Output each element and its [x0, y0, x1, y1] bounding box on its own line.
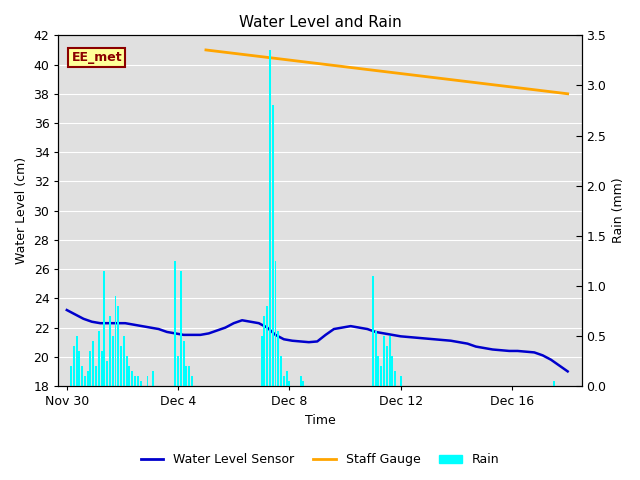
Bar [392, 356, 394, 386]
Legend: Water Level Sensor, Staff Gauge, Rain: Water Level Sensor, Staff Gauge, Rain [136, 448, 504, 471]
Bar [275, 261, 276, 386]
Bar [84, 376, 86, 386]
Bar [73, 346, 75, 386]
Bar [123, 336, 125, 386]
Bar [95, 366, 97, 386]
Bar [106, 361, 108, 386]
Bar [269, 50, 271, 386]
Bar [152, 371, 154, 386]
Bar [147, 376, 148, 386]
Bar [109, 316, 111, 386]
Bar [378, 356, 380, 386]
Bar [117, 306, 119, 386]
Bar [285, 371, 287, 386]
Bar [302, 381, 304, 386]
Bar [264, 316, 266, 386]
Bar [386, 346, 388, 386]
Bar [280, 356, 282, 386]
Bar [374, 331, 377, 386]
Bar [400, 376, 402, 386]
Bar [283, 376, 285, 386]
Bar [372, 276, 374, 386]
Bar [78, 351, 80, 386]
Bar [100, 351, 102, 386]
Text: EE_met: EE_met [72, 51, 122, 64]
Bar [115, 296, 116, 386]
Bar [553, 381, 555, 386]
Y-axis label: Rain (mm): Rain (mm) [612, 178, 625, 243]
Bar [76, 336, 77, 386]
Bar [104, 271, 106, 386]
Bar [188, 366, 190, 386]
Bar [383, 336, 385, 386]
Bar [174, 261, 176, 386]
Bar [92, 341, 94, 386]
Title: Water Level and Rain: Water Level and Rain [239, 15, 401, 30]
Bar [177, 356, 179, 386]
Bar [81, 366, 83, 386]
Bar [266, 306, 268, 386]
Bar [131, 371, 133, 386]
Bar [125, 356, 127, 386]
Bar [300, 376, 301, 386]
Bar [388, 336, 390, 386]
Bar [86, 371, 89, 386]
Bar [70, 366, 72, 386]
Bar [260, 336, 262, 386]
Bar [120, 346, 122, 386]
Bar [191, 376, 193, 386]
Bar [186, 366, 188, 386]
Y-axis label: Water Level (cm): Water Level (cm) [15, 157, 28, 264]
Bar [140, 381, 141, 386]
Bar [182, 341, 185, 386]
Bar [289, 381, 291, 386]
Bar [380, 366, 382, 386]
Bar [272, 106, 274, 386]
Bar [129, 366, 131, 386]
Bar [137, 376, 139, 386]
X-axis label: Time: Time [305, 414, 335, 427]
Bar [134, 376, 136, 386]
Bar [394, 371, 396, 386]
Bar [277, 331, 279, 386]
Bar [180, 271, 182, 386]
Bar [90, 351, 92, 386]
Bar [112, 336, 114, 386]
Bar [98, 331, 100, 386]
